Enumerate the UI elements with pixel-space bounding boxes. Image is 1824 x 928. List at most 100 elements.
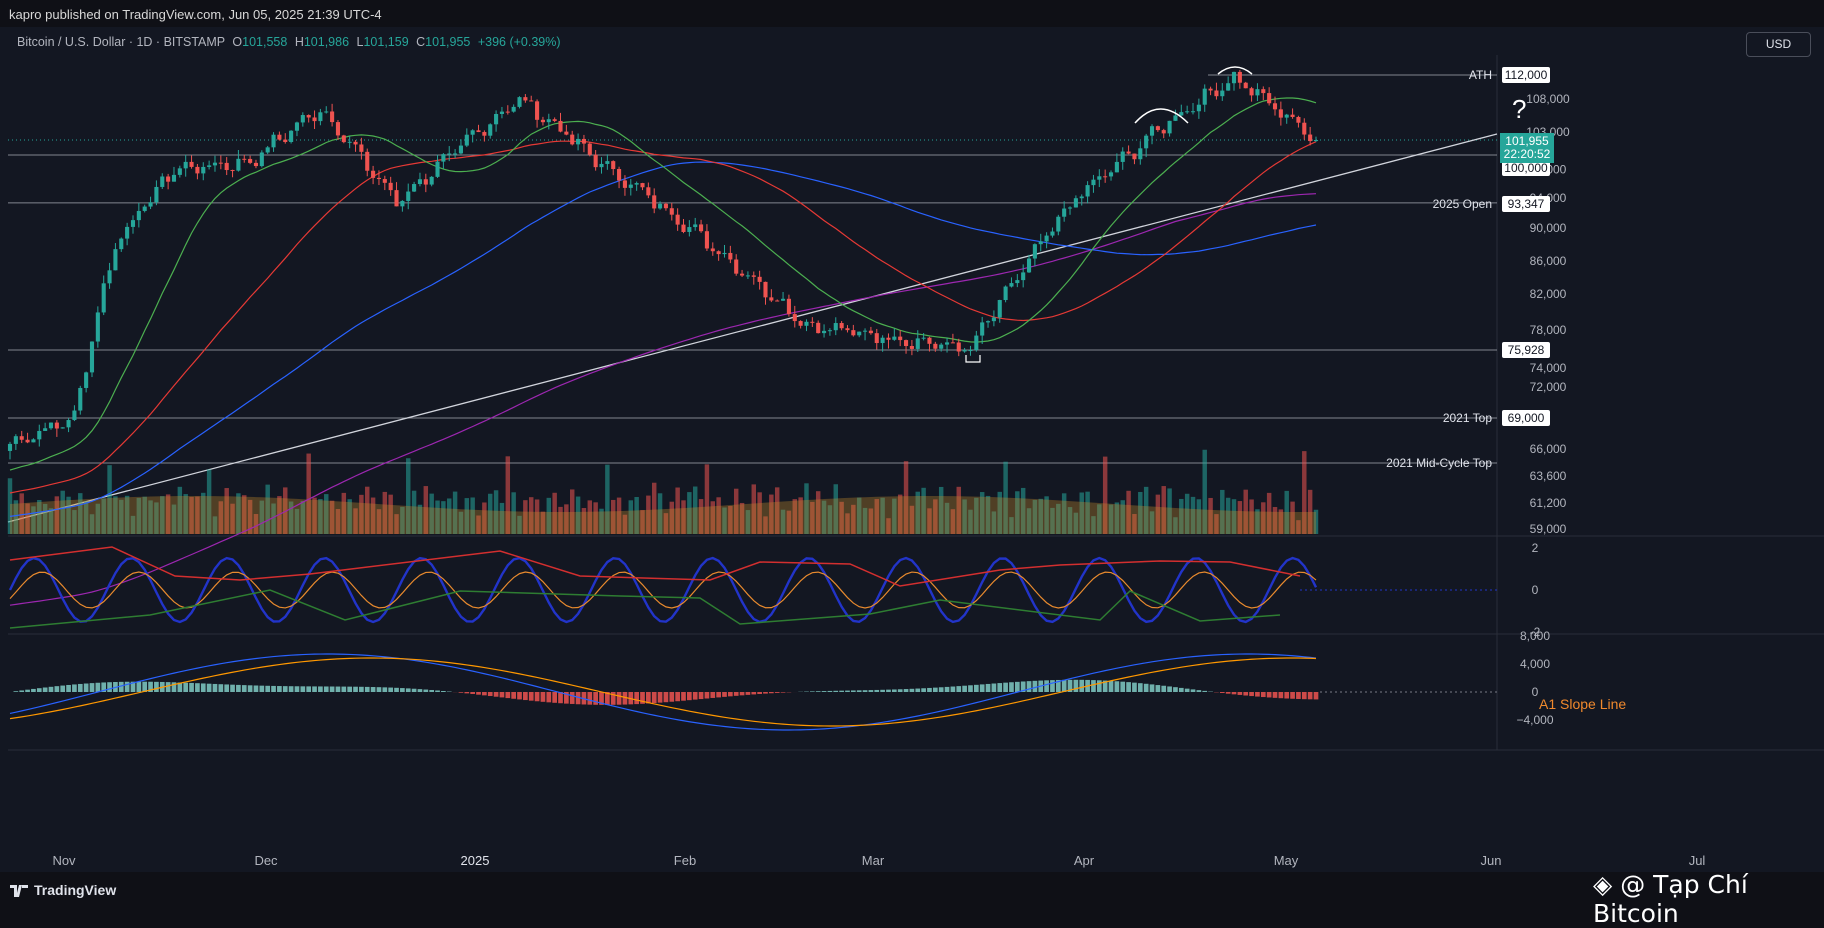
macd-histogram-bar: [19, 690, 24, 692]
low-value: 101,159: [363, 35, 408, 49]
candle-body: [1033, 244, 1037, 258]
macd-histogram-bar: [289, 686, 294, 692]
macd-histogram-bar: [734, 692, 739, 696]
level-value: 93,347: [1508, 197, 1545, 211]
macd-histogram-bar: [1120, 682, 1125, 692]
macd-histogram-bar: [55, 686, 60, 692]
macd-histogram-bar: [213, 684, 218, 692]
candle-body: [1062, 209, 1066, 217]
candle-body: [318, 112, 322, 121]
macd-histogram-bar: [230, 685, 235, 692]
watermark: ◈ @ Tạp Chí Bitcoin: [1593, 870, 1824, 928]
candle-body: [1179, 112, 1183, 115]
macd-histogram-bar: [529, 692, 534, 701]
macd-histogram-bar: [757, 692, 762, 694]
price-chart[interactable]: 108,000103,00098,00094,00090,00086,00082…: [0, 0, 1824, 907]
macd-histogram-bar: [476, 692, 481, 695]
candle-body: [717, 251, 721, 254]
candle-body: [775, 301, 779, 302]
candle-body: [476, 130, 480, 132]
open-value: 101,558: [242, 35, 287, 49]
candle-body: [635, 183, 639, 185]
candle-body: [230, 170, 234, 171]
macd-histogram-bar: [617, 692, 622, 705]
candle-body: [506, 112, 510, 113]
tradingview-logo[interactable]: TradingView: [10, 882, 116, 898]
macd-histogram-bar: [968, 685, 973, 692]
candle-body: [283, 140, 287, 142]
macd-histogram-bar: [494, 692, 499, 697]
macd-tick-label: 0: [1532, 685, 1539, 699]
macd-histogram-bar: [535, 692, 540, 701]
candle-body: [465, 135, 469, 146]
ma-200-line: [10, 194, 1316, 606]
candle-body: [1004, 287, 1008, 300]
macd-histogram-bar: [874, 690, 879, 692]
currency-button[interactable]: USD: [1746, 32, 1811, 57]
candle-body: [986, 321, 990, 322]
macd-histogram-bar: [254, 685, 259, 692]
price-tick-label: 59,000: [1530, 522, 1567, 536]
macd-histogram-bar: [1261, 692, 1266, 697]
macd-histogram-bar: [1308, 692, 1313, 699]
macd-histogram-bar: [189, 683, 194, 692]
candle-body: [178, 168, 182, 175]
macd-histogram-bar: [388, 688, 393, 692]
macd-histogram-bar: [1185, 689, 1190, 692]
macd-histogram-bar: [66, 685, 71, 692]
candle-body: [160, 177, 164, 187]
candle-body: [576, 139, 580, 144]
candle-body: [875, 333, 879, 343]
candle-body: [336, 122, 340, 135]
candle-body: [769, 297, 773, 300]
candle-body: [1150, 126, 1154, 135]
candle-body: [517, 97, 521, 107]
candle-body: [793, 314, 797, 321]
macd-histogram-bar: [1126, 682, 1131, 692]
macd-histogram-bar: [271, 686, 276, 692]
macd-histogram-bar: [1167, 686, 1172, 692]
candle-body: [1302, 123, 1306, 135]
macd-histogram-bar: [224, 684, 229, 692]
candle-body: [1279, 109, 1283, 117]
time-tick-label: Mar: [862, 853, 885, 868]
macd-histogram-bar: [1290, 692, 1295, 699]
candle-body: [541, 120, 545, 122]
candle-body: [640, 183, 644, 187]
candle-body: [1197, 105, 1201, 112]
candle-body: [494, 114, 498, 124]
macd-histogram-bar: [107, 682, 112, 692]
oscillator-tick-label: 0: [1532, 583, 1539, 597]
macd-histogram-bar: [740, 692, 745, 695]
macd-histogram-bar: [218, 684, 223, 692]
candle-body: [389, 183, 393, 190]
level-label: 2025 Open: [1433, 197, 1492, 211]
macd-histogram-bar: [125, 682, 130, 692]
macd-histogram-bar: [330, 687, 335, 692]
macd-histogram-bar: [1220, 692, 1225, 693]
candle-body: [1080, 196, 1084, 198]
candle-body: [617, 169, 621, 180]
macd-histogram-bar: [751, 692, 756, 694]
macd-histogram-bar: [546, 692, 551, 702]
macd-histogram-bar: [377, 687, 382, 692]
macd-histogram-bar: [265, 686, 270, 692]
macd-histogram-bar: [1132, 683, 1137, 692]
candle-body: [137, 211, 141, 220]
candle-body: [781, 299, 785, 301]
candle-body: [172, 175, 176, 182]
candle-body: [799, 321, 803, 326]
bottom-bracket: [966, 355, 980, 362]
candle-body: [359, 144, 363, 151]
macd-histogram-bar: [833, 691, 838, 692]
candle-body: [190, 162, 194, 167]
macd-signal-line: [10, 658, 1316, 726]
candle-body: [1261, 89, 1265, 93]
macd-line: [10, 654, 1316, 730]
high-value: 101,986: [304, 35, 349, 49]
macd-histogram-bar: [183, 683, 188, 692]
open-label: O: [232, 35, 242, 49]
price-tick-label: 86,000: [1530, 254, 1567, 268]
macd-histogram-bar: [259, 686, 264, 692]
macd-histogram-bar: [459, 692, 464, 693]
